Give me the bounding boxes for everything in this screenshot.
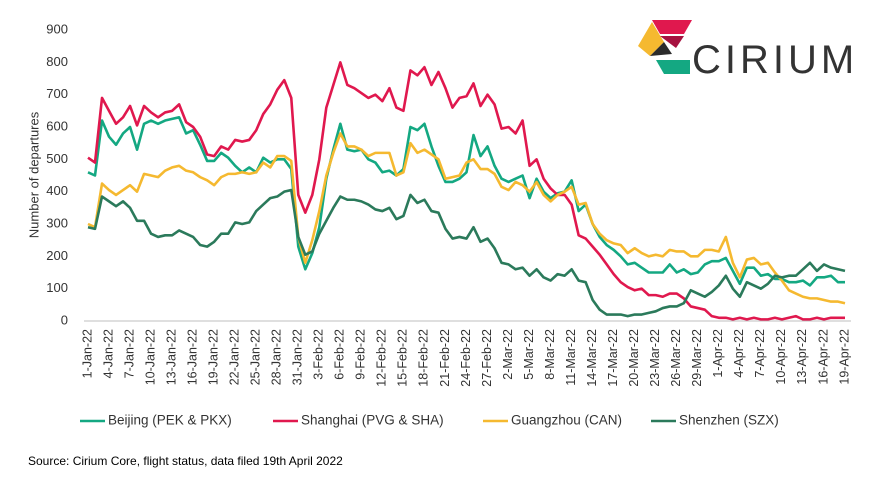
x-tick-label: 15-Feb-22: [396, 329, 410, 387]
source-note: Source: Cirium Core, flight status, data…: [28, 454, 343, 468]
x-tick-label: 6-Feb-22: [333, 329, 347, 380]
logo-shape: [660, 36, 684, 48]
x-tick-label: 21-Feb-22: [438, 329, 452, 387]
x-tick-label: 19-Apr-22: [837, 329, 851, 385]
y-tick-label: 600: [46, 118, 68, 133]
x-tick-label: 29-Mar-22: [690, 329, 704, 387]
logo-text: CIRIUM: [692, 38, 858, 82]
series-line: [87, 132, 846, 305]
x-tick-label: 13-Apr-22: [795, 329, 809, 385]
x-tick-label: 16-Jan-22: [185, 329, 199, 385]
x-tick-label: 17-Mar-22: [606, 329, 620, 387]
legend-label: Shanghai (PVG & SHA): [301, 413, 444, 428]
x-tick-label: 28-Jan-22: [270, 329, 284, 385]
legend-label: Guangzhou (CAN): [511, 413, 622, 428]
y-tick-label: 800: [46, 54, 68, 69]
y-tick-label: 0: [61, 312, 68, 327]
x-tick-label: 8-Mar-22: [543, 329, 557, 380]
logo-shape: [638, 22, 664, 56]
y-tick-label: 100: [46, 280, 68, 295]
logo-shape: [652, 20, 692, 34]
legend-label: Beijing (PEK & PKX): [108, 413, 232, 428]
y-tick-label: 500: [46, 151, 68, 166]
y-tick-label: 200: [46, 248, 68, 263]
x-tick-label: 12-Feb-22: [375, 329, 389, 387]
x-tick-label: 31-Jan-22: [291, 329, 305, 385]
x-tick-label: 22-Jan-22: [227, 329, 241, 385]
x-tick-label: 5-Mar-22: [522, 329, 536, 380]
x-tick-label: 23-Mar-22: [648, 329, 662, 387]
x-tick-label: 24-Feb-22: [459, 329, 473, 387]
x-tick-label: 4-Jan-22: [101, 329, 115, 378]
x-tick-label: 13-Jan-22: [164, 329, 178, 385]
x-tick-label: 9-Feb-22: [354, 329, 368, 380]
legend-label: Shenzhen (SZX): [679, 413, 779, 428]
x-tick-label: 20-Mar-22: [627, 329, 641, 387]
x-tick-label: 26-Mar-22: [669, 329, 683, 387]
x-tick-label: 10-Apr-22: [774, 329, 788, 385]
x-tick-label: 14-Mar-22: [585, 329, 599, 387]
x-tick-label: 2-Mar-22: [501, 329, 515, 380]
logo-icon: [638, 20, 692, 74]
x-tick-label: 25-Jan-22: [249, 329, 263, 385]
x-tick-label: 4-Apr-22: [732, 329, 746, 378]
y-tick-label: 700: [46, 86, 68, 101]
x-tick-label: 3-Feb-22: [312, 329, 326, 380]
x-tick-label: 7-Jan-22: [122, 329, 136, 378]
y-tick-label: 900: [46, 21, 68, 36]
series-line: [87, 116, 845, 287]
x-tick-label: 1-Jan-22: [80, 329, 94, 378]
x-tick-label: 16-Apr-22: [816, 329, 830, 385]
x-tick-label: 10-Jan-22: [143, 329, 157, 385]
y-axis-label: Number of departures: [26, 111, 41, 238]
series-line: [87, 61, 845, 321]
x-tick-label: 1-Apr-22: [711, 329, 725, 378]
x-tick-label: 18-Feb-22: [417, 329, 431, 387]
series-line: [87, 188, 846, 318]
y-tick-label: 400: [46, 183, 68, 198]
y-tick-label: 300: [46, 215, 68, 230]
x-tick-label: 19-Jan-22: [206, 329, 220, 385]
logo-shape: [650, 42, 672, 56]
x-tick-label: 11-Mar-22: [564, 329, 578, 386]
x-tick-label: 7-Apr-22: [753, 329, 767, 378]
x-tick-label: 27-Feb-22: [480, 329, 494, 387]
logo-shape: [656, 60, 690, 74]
